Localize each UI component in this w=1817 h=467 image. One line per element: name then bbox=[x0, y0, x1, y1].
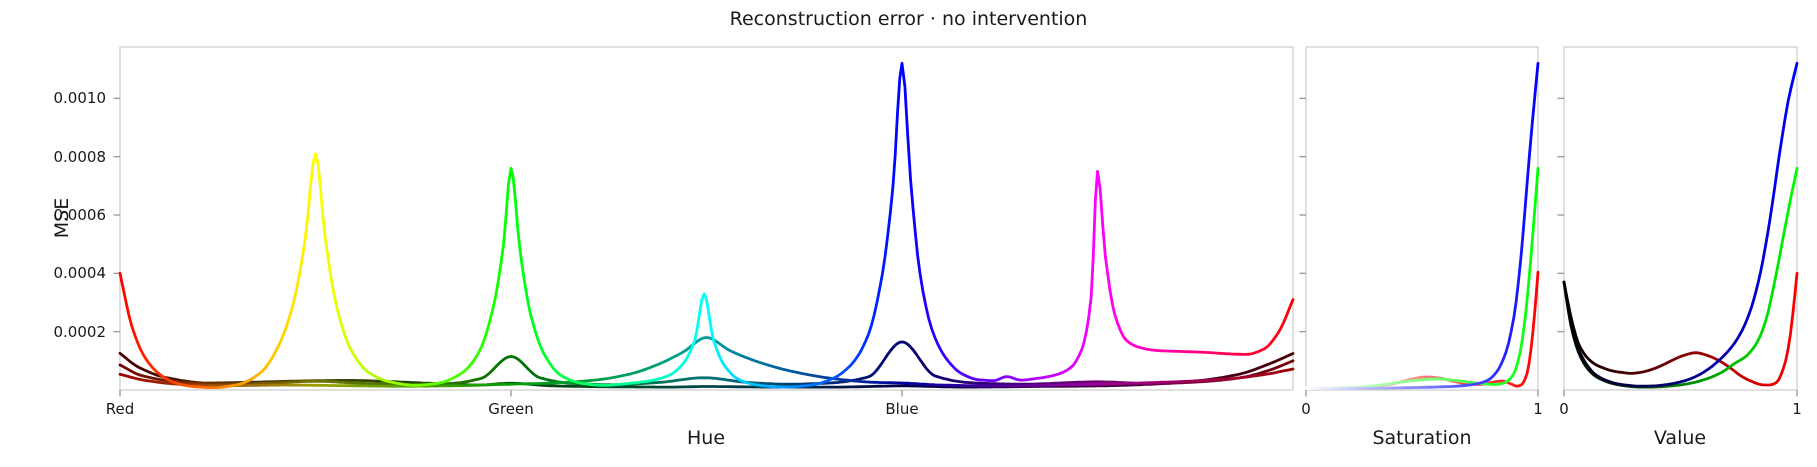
value-tick-1: 1 bbox=[1792, 400, 1802, 418]
figure-title: Reconstruction error · no intervention bbox=[729, 8, 1088, 30]
y-tick-label-0002: 0.0002 bbox=[53, 322, 107, 341]
saturation-tick-0: 0 bbox=[1301, 400, 1311, 418]
y-tick-label-0004: 0.0004 bbox=[53, 264, 107, 283]
y-tick-label-0008: 0.0008 bbox=[53, 147, 107, 166]
x-tick-label-green: Green bbox=[488, 400, 534, 418]
x-axis-label-value: Value bbox=[1653, 427, 1707, 449]
x-axis-label-saturation: Saturation bbox=[1372, 427, 1472, 449]
x-axis-label-hue: Hue bbox=[686, 427, 726, 449]
y-axis-label-mse: MSE bbox=[51, 197, 73, 239]
x-tick-label-red: Red bbox=[105, 400, 135, 418]
x-tick-label-blue: Blue bbox=[885, 400, 919, 418]
y-tick-label-0010: 0.0010 bbox=[53, 89, 107, 108]
saturation-tick-1: 1 bbox=[1533, 400, 1543, 418]
value-tick-0: 0 bbox=[1559, 400, 1569, 418]
y-tick-label-0006: 0.0006 bbox=[53, 206, 107, 224]
